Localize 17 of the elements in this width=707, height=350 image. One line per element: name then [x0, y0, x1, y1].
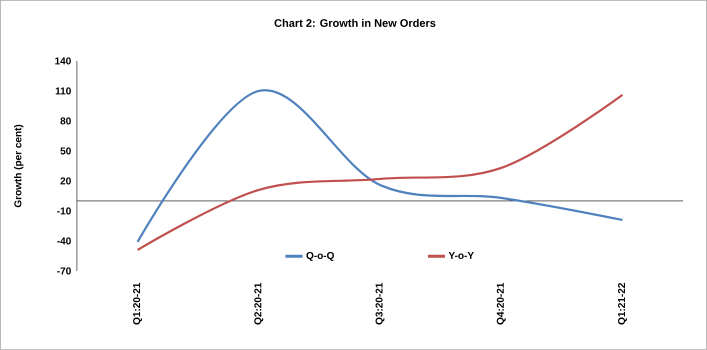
legend-label: Q-o-Q: [306, 252, 334, 261]
y-tick-label: -40: [57, 237, 71, 245]
x-tick-label: Q1:20-21: [133, 282, 142, 325]
x-tick-label: Q2:20-21: [254, 282, 264, 325]
y-tick-label: 50: [60, 147, 71, 155]
legend-label: Y-o-Y: [448, 252, 474, 260]
y-tick-label: 80: [60, 117, 71, 125]
y-tick-label: 20: [60, 177, 71, 185]
x-tick-label: Q1:21-22: [618, 283, 627, 325]
y-axis-title: Growth (per cent): [14, 124, 24, 208]
chart-title: Chart 2: Growth in New Orders: [274, 18, 436, 27]
x-tick-label: Q3:20-21: [376, 282, 384, 325]
x-tick-label: Q4:20-21: [496, 282, 506, 325]
y-tick-label: -70: [57, 267, 71, 275]
y-tick-label: -10: [57, 207, 71, 215]
y-tick-label: 140: [55, 57, 71, 64]
y-tick-label: 110: [56, 87, 71, 95]
